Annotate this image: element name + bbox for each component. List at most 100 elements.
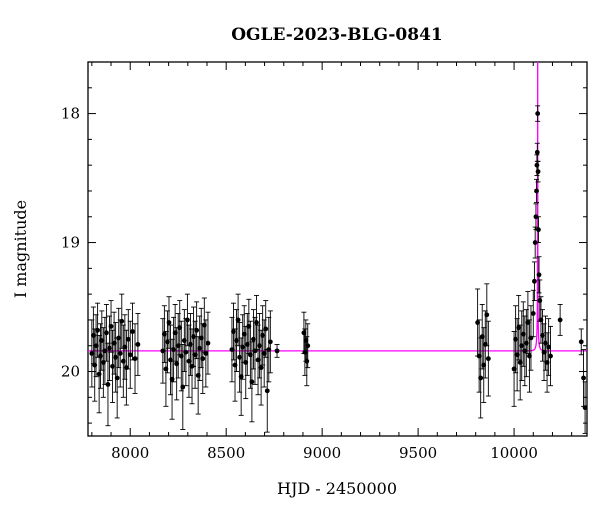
data-point [263,300,269,358]
data-point [557,304,563,336]
point-marker [534,149,540,155]
data-point [536,256,542,294]
y-tick-label: 20 [61,363,80,381]
data-point [105,342,111,427]
point-marker [200,356,206,362]
data-point [254,294,260,351]
data-point [267,310,273,374]
data-point [582,381,587,434]
point-marker [194,327,200,333]
point-marker [532,240,538,245]
y-tick-label: 18 [61,105,80,123]
point-marker [183,349,189,355]
y-axis-label: I magnitude [11,200,30,298]
x-tick-label: 8500 [207,444,245,462]
point-marker [582,405,587,411]
data-point [548,325,554,387]
data-point [534,142,540,162]
point-marker [546,344,552,350]
plot-area: 8000 8500 9000 9500 10000 18 19 20 [61,61,588,462]
model-curve [88,62,587,352]
data-point [578,328,584,356]
point-marker [105,382,111,387]
data-point [274,343,280,358]
data-point [535,216,541,244]
point-marker [532,278,537,284]
point-marker [578,339,584,345]
data-point [132,323,138,394]
data-point [534,178,540,204]
y-tick-label: 19 [61,234,80,252]
point-marker [535,111,541,116]
plot-frame [87,61,588,437]
x-tick-label: 9500 [399,444,437,462]
point-marker [119,318,125,324]
point-marker [478,375,484,381]
x-axis-label: HJD - 2450000 [277,479,397,498]
point-marker [548,353,553,359]
point-marker [249,379,255,385]
data-point [166,296,172,349]
point-marker [536,227,541,233]
data-point [485,320,491,397]
data-point [546,318,552,376]
point-marker [485,356,491,362]
data-point [135,313,141,376]
point-marker [125,336,131,342]
point-marker [263,326,269,332]
point-marker [203,351,209,356]
point-marker [166,320,172,325]
point-marker [267,339,273,345]
point-marker [132,356,138,362]
data-point [535,160,541,183]
point-marker [127,352,133,358]
point-marker [114,375,120,381]
point-marker [534,188,539,194]
data-point [114,337,120,419]
point-marker [557,317,563,323]
point-marker [484,312,490,318]
point-marker [108,323,114,329]
point-marker [205,340,211,346]
chart-title: OGLE-2023-BLG-0841 [231,25,443,45]
data-point [127,320,133,389]
point-marker [95,327,100,333]
point-marker [235,317,241,323]
data-point [531,261,537,302]
data-point [238,337,244,416]
data-point [532,226,538,259]
model-layer [88,62,587,352]
point-marker [537,298,543,303]
point-marker [264,388,270,394]
data-point [258,329,264,406]
data-point [511,331,517,407]
data-point [184,293,190,347]
data-point [194,301,200,360]
data-point [205,311,211,375]
data-point [535,105,541,122]
point-marker [536,272,542,278]
point-marker [130,329,135,334]
point-marker [135,342,141,347]
data-point [305,323,311,369]
points-layer [89,105,587,434]
data-point [125,309,131,370]
x-tick-label: 10000 [490,444,538,462]
point-marker [581,375,586,381]
point-marker [185,317,190,323]
point-marker [274,348,280,354]
point-marker [305,343,311,349]
point-marker [104,330,109,336]
point-marker [535,169,541,175]
point-marker [304,358,310,364]
point-marker [534,162,540,168]
point-marker [530,311,536,316]
x-tick-label: 8000 [111,444,149,462]
point-marker [258,365,264,371]
data-point [103,304,109,362]
data-point [252,316,258,385]
point-marker [254,320,259,325]
y-axis-ticks: 18 19 20 [61,61,587,424]
data-point [530,289,536,338]
